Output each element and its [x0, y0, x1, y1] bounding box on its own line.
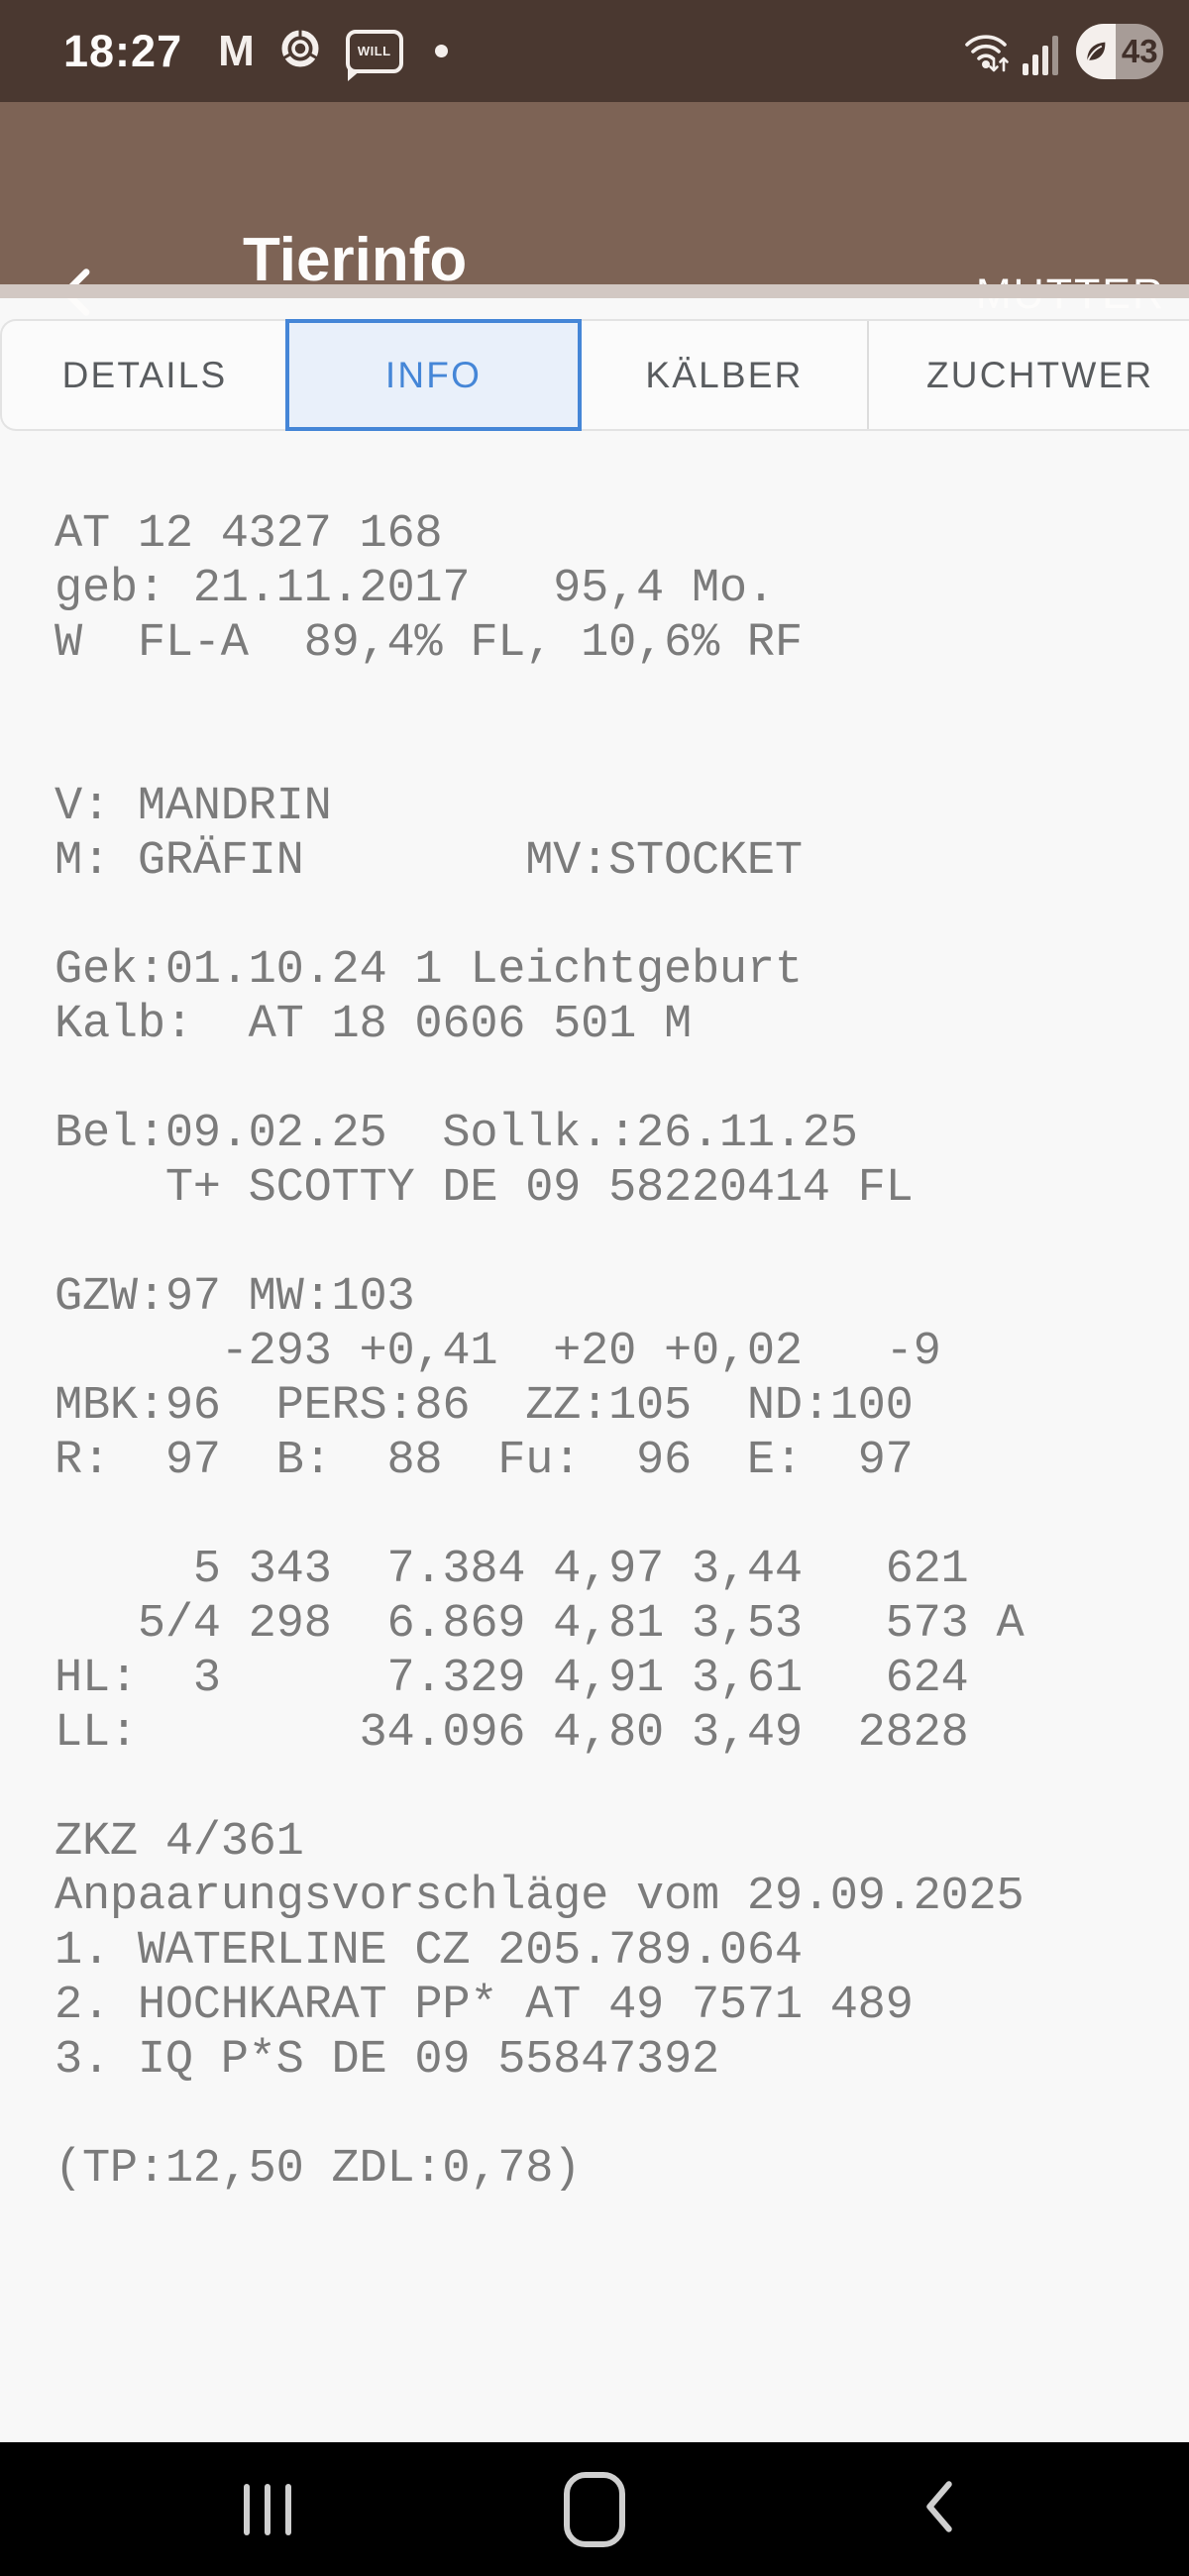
back-chevron-icon: [922, 2479, 954, 2539]
info-scroll-area[interactable]: AT 12 4327 168 geb: 21.11.2017 95,4 Mo. …: [0, 433, 1189, 2442]
navigation-bar: [0, 2442, 1189, 2576]
home-button[interactable]: [540, 2442, 649, 2576]
system-icons: 43: [963, 23, 1163, 79]
home-icon: [564, 2471, 625, 2547]
gmail-icon: M: [218, 26, 255, 75]
app-bar: Tierinfo GITTI ..4327 MUTTER: [0, 102, 1189, 365]
nav-back-button[interactable]: [884, 2442, 993, 2576]
recents-icon: [244, 2483, 291, 2535]
notification-icons: M WILL: [218, 26, 963, 81]
page-title: Tierinfo: [243, 226, 468, 294]
status-bar: 18:27 M WILL: [0, 0, 1189, 102]
battery-icon: 43: [1076, 23, 1163, 79]
tab-info[interactable]: INFO: [285, 319, 582, 431]
notification-dot: [434, 45, 448, 57]
will-chat-label: WILL: [357, 44, 391, 58]
app-bar-shadow-strip: [0, 284, 1189, 298]
battery-percent: 43: [1116, 23, 1163, 79]
tab-kaelber[interactable]: KÄLBER: [645, 354, 804, 395]
tab-details[interactable]: DETAILS: [61, 354, 228, 395]
signal-icon: [1023, 35, 1058, 75]
wifi-icon: [963, 29, 1009, 79]
clock: 18:27: [63, 25, 183, 76]
power-saving-leaf-icon: [1076, 23, 1117, 79]
tab-bar: DETAILS INFO KÄLBER ZUCHTWER: [0, 319, 1189, 431]
tierinfo-text: AT 12 4327 168 geb: 21.11.2017 95,4 Mo. …: [54, 508, 1025, 2196]
recents-button[interactable]: [213, 2442, 322, 2576]
will-chat-icon: WILL: [345, 29, 403, 81]
tab-zuchtwerte[interactable]: ZUCHTWER: [867, 321, 1189, 429]
chrome-icon: [280, 29, 320, 73]
